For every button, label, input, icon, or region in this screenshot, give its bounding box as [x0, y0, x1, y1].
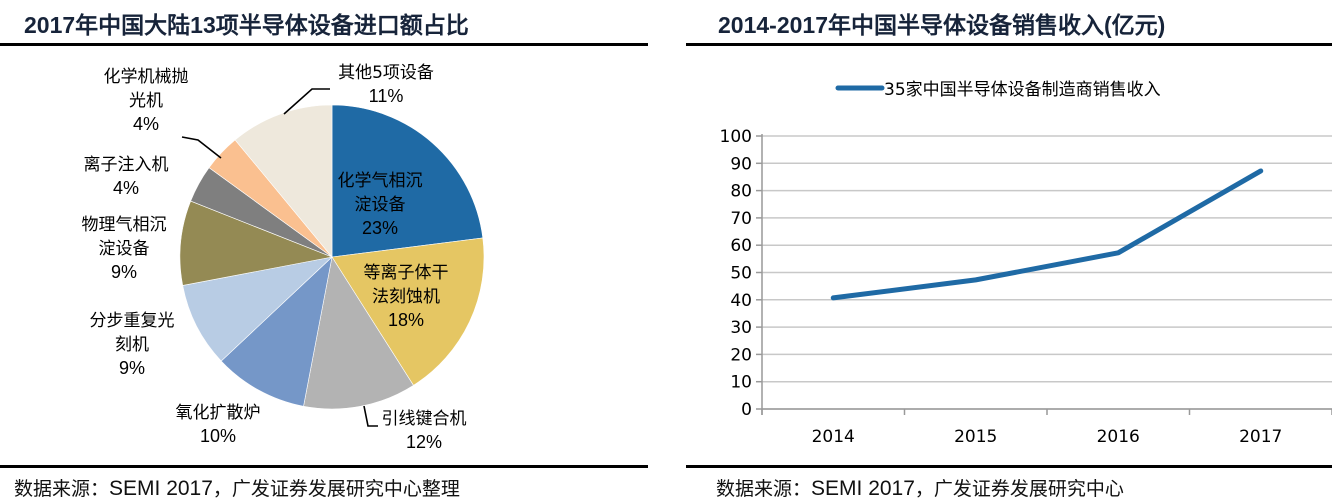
leader-line	[363, 405, 378, 427]
pie-slice	[234, 104, 333, 258]
pie-label: 离子注入机 4%	[84, 155, 169, 198]
pie-label-value: 4%	[133, 114, 159, 134]
series-line	[830, 168, 1264, 301]
pie-label-text: 刻机	[115, 335, 149, 355]
pie-slice	[331, 104, 484, 258]
leader-line	[181, 136, 222, 159]
y-tick-label: 60	[730, 236, 752, 256]
pie-label-value: 11%	[369, 86, 404, 106]
pie-label-text: 离子注入机	[84, 155, 169, 175]
y-tick-label: 10	[730, 373, 752, 393]
line-chart-title: 2014-2017年中国半导体设备销售收入(亿元)	[718, 12, 1166, 38]
pie-label-value: 9%	[119, 358, 145, 378]
pie-label-text: 引线键合机	[382, 409, 467, 429]
line-panel: 2014-2017年中国半导体设备销售收入(亿元) 0 10 20 30 40 50 60 7…	[682, 0, 1332, 502]
pie-label: 其他5项设备 11%	[338, 63, 434, 106]
source-latin: SEMI 2017	[811, 477, 915, 500]
source-prefix: 数据来源：	[14, 478, 110, 500]
pie-label-text: 淀设备	[355, 195, 406, 215]
pie-label-text: 法刻蚀机	[372, 287, 440, 307]
pie-label-value: 4%	[113, 178, 139, 198]
pie-label-text: 氧化扩散炉	[176, 403, 261, 423]
pie-slice	[220, 256, 333, 407]
y-tick-label: 50	[730, 264, 752, 284]
pie-label-value: 12%	[406, 432, 442, 452]
x-tick-label: 2014	[812, 427, 855, 447]
pie-label-value: 9%	[111, 262, 137, 282]
pie-label-text: 物理气相沉	[82, 215, 167, 235]
y-tick-label: 20	[730, 345, 752, 365]
title-divider	[0, 43, 648, 46]
pie-label-value: 10%	[200, 426, 236, 446]
y-tick-label: 90	[730, 154, 752, 174]
pie-panel: 2017年中国大陆13项半导体设备进口额占比 化学气相沉淀设备 23% 等离子体干法…	[0, 0, 650, 502]
y-tick-label: 80	[730, 182, 752, 202]
y-tick-label: 40	[730, 291, 752, 311]
footer-divider	[686, 465, 1332, 468]
footer-divider	[0, 465, 648, 468]
pie-label-text: 淀设备	[99, 239, 150, 259]
leader-line	[283, 88, 330, 115]
pie-source-note: 数据来源：SEMI 2017，广发证券发展研究中心整理	[14, 474, 460, 501]
y-tick-label: 30	[730, 318, 752, 338]
legend-label: 35家中国半导体设备制造商销售收入	[884, 80, 1161, 100]
line-source-note: 数据来源：SEMI 2017，广发证券发展研究中心	[716, 474, 1124, 501]
pie-slice	[179, 200, 334, 286]
pie-slice	[331, 237, 485, 386]
line-chart: 0 10 20 30 40 50 60 70 80 90 100 2014 2015 2016 2017 35…	[720, 80, 1332, 447]
pie-label-text: 化学气相沉	[338, 171, 423, 191]
pie-label-value: 23%	[362, 218, 398, 238]
pie-label-text: 化学机械抛	[104, 67, 189, 87]
x-tick-label: 2017	[1239, 427, 1282, 447]
source-suffix: ，广发证券发展研究中心	[914, 478, 1124, 500]
pie-label-text: 光机	[129, 91, 163, 111]
pie-label-text: 等离子体干	[364, 263, 449, 283]
source-prefix: 数据来源：	[716, 478, 812, 500]
x-tick-label: 2016	[1097, 427, 1140, 447]
title-divider	[686, 43, 1332, 46]
pie-label: 引线键合机 12%	[382, 409, 467, 452]
y-tick-label: 70	[730, 209, 752, 229]
pie-slice	[303, 256, 414, 410]
y-tick-label: 100	[720, 127, 752, 147]
x-tick-label: 2015	[954, 427, 997, 447]
pie-slice	[182, 256, 333, 362]
pie-chart-title: 2017年中国大陆13项半导体设备进口额占比	[24, 12, 469, 38]
pie-label-text: 分步重复光	[90, 311, 175, 331]
pie-label-text: 其他5项设备	[338, 63, 434, 83]
pie-label: 氧化扩散炉 10%	[176, 403, 261, 446]
y-tick-label: 0	[741, 400, 752, 420]
source-latin: SEMI 2017	[109, 477, 213, 500]
pie-label-value: 18%	[388, 310, 424, 330]
source-suffix: ，广发证券发展研究中心整理	[212, 478, 460, 500]
